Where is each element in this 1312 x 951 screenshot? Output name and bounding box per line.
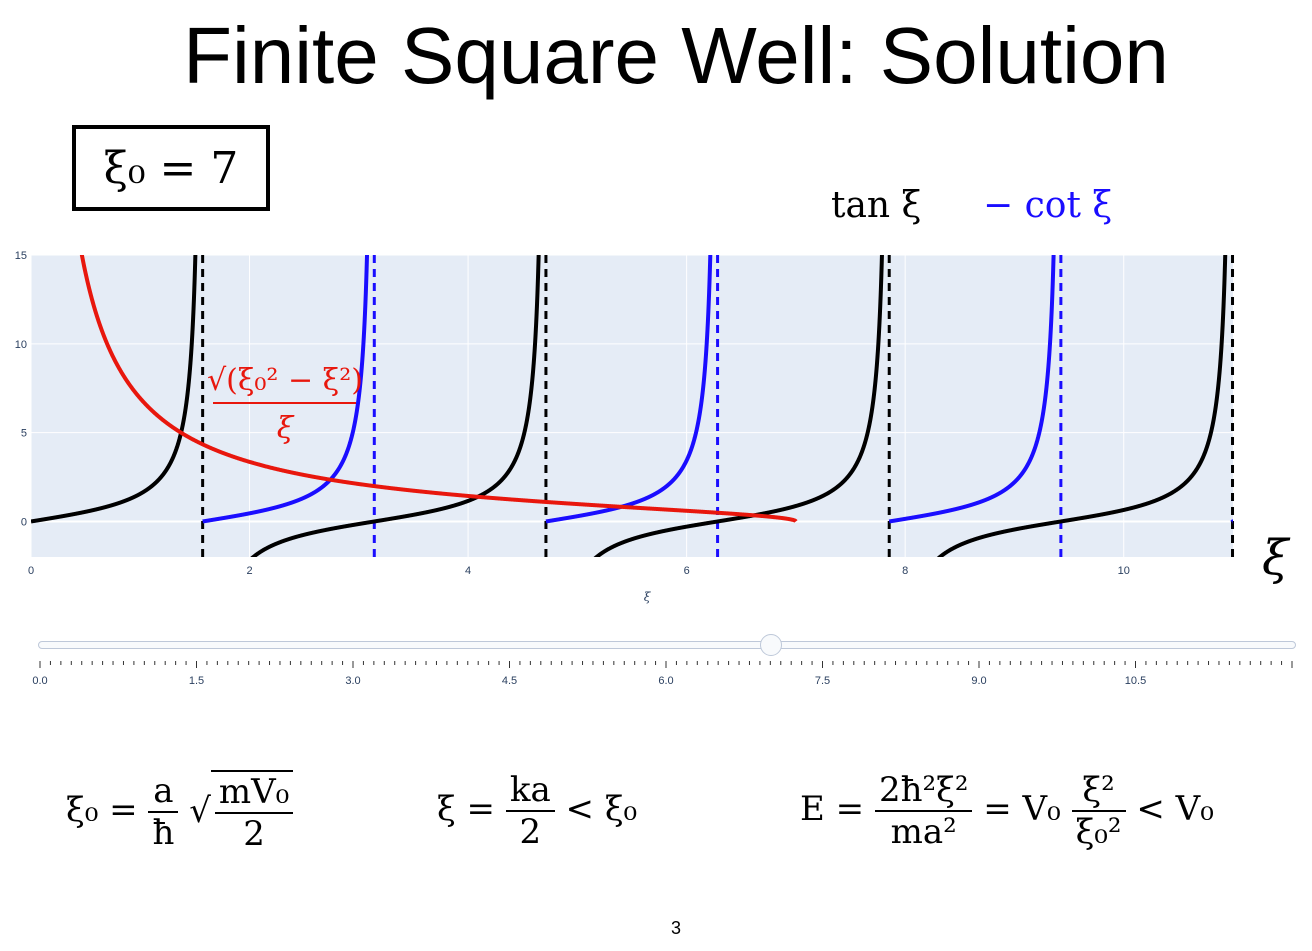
eq1-frac-num: a [148, 771, 179, 813]
legend-cot: − cot ξ [983, 185, 1113, 226]
slider-tick-label: 3.0 [345, 675, 360, 687]
equation-energy: E = 2ħ²ξ² ma² = V₀ ξ² ξ₀² < V₀ [800, 770, 1214, 852]
equation-xi-definition: ξ = ka 2 < ξ₀ [437, 770, 637, 852]
eq3-rhs: < V₀ [1136, 789, 1214, 829]
x-tick-label: 8 [902, 565, 908, 577]
slider-ticks: 0.0 1.5 3.0 4.5 6.0 7.5 9.0 10.5 [32, 661, 1293, 687]
slider-tick-label: 9.0 [971, 675, 986, 687]
x-tick-label: 10 [1118, 565, 1130, 577]
tan-branch [31, 255, 198, 524]
eq3-fraction2: ξ² ξ₀² [1071, 770, 1126, 852]
eq3-frac-den: ma² [890, 812, 957, 852]
x-axis-title: ξ [644, 590, 652, 604]
eq1-frac-den: ħ [152, 813, 175, 853]
x-tick-label: 2 [246, 565, 252, 577]
x-tick-label: 6 [684, 565, 690, 577]
eq1-rad-num: mV₀ [214, 772, 294, 814]
y-tick-label: 5 [21, 428, 27, 440]
slider-tick-label: 10.5 [1125, 675, 1146, 687]
y-tick-label: 15 [15, 250, 27, 262]
tan-branch [250, 255, 541, 557]
eq1-fraction: a ħ [148, 771, 179, 853]
eq3-mid: = V₀ [983, 789, 1061, 829]
slider-handle[interactable] [760, 634, 783, 656]
xi0-slider[interactable]: 0.0 1.5 3.0 4.5 6.0 7.5 9.0 10.5 [30, 630, 1300, 700]
legend-tan: tan ξ [831, 185, 922, 226]
xi0-value-label: ξ₀ = 7 [103, 143, 239, 194]
x-tick-label: 0 [28, 565, 34, 577]
page-number: 3 [670, 918, 681, 938]
eq3-frac2-num: ξ² [1071, 770, 1126, 812]
graphical-solution-plot: 0 2 4 6 8 10 0 5 10 15 ξ √(ξ₀² − ξ²) ξ [15, 250, 1235, 604]
eq2-lhs: ξ = [437, 789, 496, 829]
curve-label-denominator: ξ [277, 411, 295, 446]
eq2-fraction: ka 2 [505, 770, 555, 852]
y-tick-label: 0 [21, 516, 27, 528]
xi0-value-box: ξ₀ = 7 [72, 125, 270, 211]
slider-tick-label: 1.5 [189, 675, 204, 687]
slider-tick-label: 6.0 [658, 675, 673, 687]
xi-axis-label-large: ξ [1262, 530, 1289, 586]
slider-rail[interactable] [38, 641, 1296, 649]
eq3-frac-num: 2ħ²ξ² [874, 770, 973, 812]
eq3-lhs: E = [800, 789, 865, 829]
tan-branch [593, 255, 884, 557]
cot-branch [544, 255, 713, 524]
cot-branch [887, 255, 1056, 524]
eq2-frac-den: 2 [519, 812, 542, 852]
curve-label-numerator: √(ξ₀² − ξ²) [207, 363, 363, 398]
slider-tick-label: 0.0 [32, 675, 47, 687]
eq3-fraction: 2ħ²ξ² ma² [874, 770, 973, 852]
x-tick-label: 4 [465, 565, 471, 577]
transcendental-curve [79, 255, 798, 523]
eq1-lhs: ξ₀ = [66, 790, 138, 830]
equation-xi0-definition: ξ₀ = a ħ √ mV₀ 2 [66, 770, 294, 854]
eq1-rad-den: 2 [243, 814, 265, 854]
slider-tick-label: 7.5 [815, 675, 830, 687]
tan-branch [936, 255, 1228, 557]
y-tick-label: 10 [15, 339, 27, 351]
eq2-frac-num: ka [505, 770, 555, 812]
cot-branch [200, 255, 370, 524]
eq2-rhs: < ξ₀ [565, 789, 638, 829]
slider-tick-label: 4.5 [502, 675, 517, 687]
eq1-sqrt: √ mV₀ 2 [189, 770, 294, 854]
eq3-frac2-den: ξ₀² [1075, 812, 1122, 852]
slide-title: Finite Square Well: Solution [183, 11, 1169, 100]
